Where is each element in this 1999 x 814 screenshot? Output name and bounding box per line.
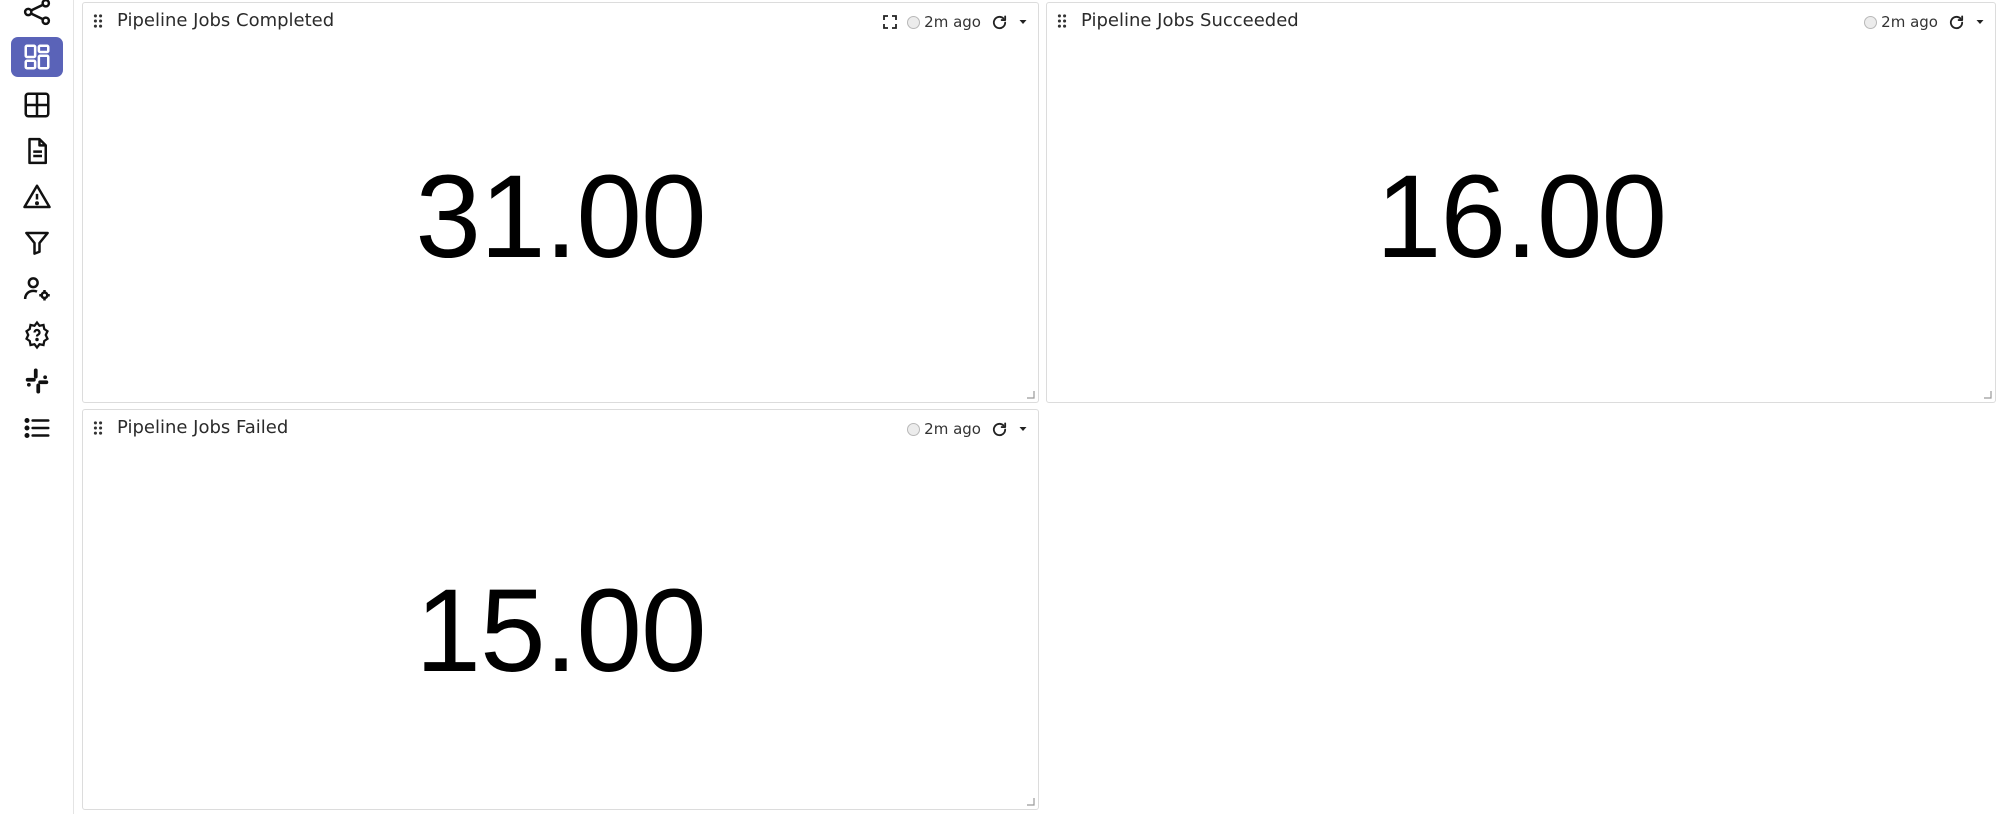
panel-jobs-failed: Pipeline Jobs Failed 2m ago 15.0: [82, 409, 1039, 810]
warning-triangle-icon: [23, 184, 51, 209]
refresh-icon: [1949, 15, 1964, 29]
resize-handle-icon[interactable]: [1026, 390, 1035, 399]
panel-toolbar: 2m ago: [1864, 11, 1985, 33]
fullscreen-icon: [883, 15, 898, 29]
panel-toolbar: 2m ago: [883, 11, 1028, 33]
sidebar-item-dashboards[interactable]: [11, 37, 63, 77]
panel-header: Pipeline Jobs Succeeded 2m ago: [1047, 3, 1995, 39]
caret-down-icon: [1019, 427, 1027, 431]
caret-down-icon: [1976, 20, 1984, 24]
last-updated: 2m ago: [907, 13, 981, 31]
sidebar-item-filters[interactable]: [11, 223, 63, 263]
dashboard-icon: [24, 44, 50, 70]
document-icon: [28, 137, 47, 165]
sidebar-item-user-settings[interactable]: [11, 269, 63, 309]
sidebar-item-list[interactable]: [11, 408, 63, 448]
last-updated: 2m ago: [907, 420, 981, 438]
stat-value: 31.00: [415, 151, 706, 283]
refresh-button[interactable]: [991, 421, 1008, 438]
sidebar: [0, 0, 74, 814]
sidebar-item-slack[interactable]: [11, 361, 63, 401]
last-updated-text: 2m ago: [924, 13, 981, 31]
panel-jobs-completed: Pipeline Jobs Completed 2m ago: [82, 2, 1039, 403]
panel-title: Pipeline Jobs Succeeded: [1081, 10, 1299, 31]
last-updated-text: 2m ago: [924, 420, 981, 438]
stat-value: 15.00: [415, 565, 706, 697]
share-graph-icon: [23, 0, 51, 26]
refresh-button[interactable]: [1948, 14, 1965, 31]
slack-icon: [25, 368, 49, 394]
refresh-icon: [992, 15, 1007, 29]
refresh-button[interactable]: [991, 14, 1008, 31]
filter-icon: [25, 231, 49, 255]
panel-toolbar: 2m ago: [907, 418, 1028, 440]
panel-jobs-succeeded: Pipeline Jobs Succeeded 2m ago 1: [1046, 2, 1996, 403]
fullscreen-button[interactable]: [883, 15, 898, 29]
clock-icon: [907, 422, 921, 436]
clock-icon: [1864, 15, 1878, 29]
last-updated: 2m ago: [1864, 13, 1938, 31]
resize-handle-icon[interactable]: [1983, 390, 1992, 399]
stat-value: 16.00: [1375, 151, 1667, 283]
panel-header: Pipeline Jobs Completed 2m ago: [83, 3, 1038, 39]
drag-handle-icon[interactable]: [91, 12, 105, 30]
dashboard-grid: Pipeline Jobs Completed 2m ago: [74, 0, 1999, 814]
panel-menu-button[interactable]: [1018, 424, 1028, 434]
resize-handle-icon[interactable]: [1026, 797, 1035, 806]
drag-handle-icon[interactable]: [91, 419, 105, 437]
panel-header: Pipeline Jobs Failed 2m ago: [83, 410, 1038, 446]
panel-title: Pipeline Jobs Completed: [117, 10, 335, 31]
sidebar-item-tables[interactable]: [11, 85, 63, 125]
list-icon: [24, 418, 50, 438]
panel-title: Pipeline Jobs Failed: [117, 417, 289, 438]
sidebar-item-reports[interactable]: [11, 131, 63, 171]
user-settings-icon: [23, 277, 50, 301]
drag-handle-icon[interactable]: [1055, 12, 1069, 30]
grid-table-icon: [24, 92, 50, 118]
panel-menu-button[interactable]: [1975, 17, 1985, 27]
refresh-icon: [992, 422, 1007, 436]
caret-down-icon: [1019, 20, 1027, 24]
sidebar-item-share[interactable]: [11, 0, 63, 32]
panel-menu-button[interactable]: [1018, 17, 1028, 27]
sidebar-item-help[interactable]: [11, 315, 63, 355]
sidebar-item-alerts[interactable]: [11, 177, 63, 217]
last-updated-text: 2m ago: [1881, 13, 1938, 31]
clock-icon: [907, 15, 921, 29]
help-gear-icon: [25, 320, 49, 350]
